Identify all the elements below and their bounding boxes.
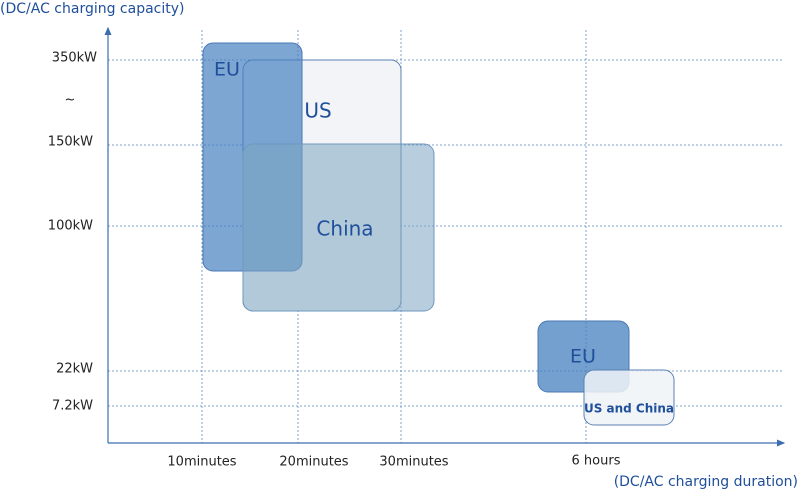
region-label: US and China [584, 402, 674, 416]
y-tick-label: 22kW [56, 362, 93, 377]
region-box [242, 143, 435, 312]
y-tick-label: 100kW [48, 219, 93, 234]
region-label: EU [214, 59, 240, 81]
region-label: US [304, 99, 331, 123]
x-tick-label: 10minutes [167, 455, 236, 470]
y-tick-label: 150kW [48, 135, 93, 150]
x-tick-label: 20minutes [279, 455, 348, 470]
y-tick-label: 350kW [52, 51, 97, 66]
y-tick-label: 7.2kW [52, 399, 93, 414]
region-label: China [316, 217, 373, 241]
region-label: EU [570, 346, 596, 368]
x-tick-label: 30minutes [379, 455, 448, 470]
region-box [583, 369, 675, 426]
y-tick-label: ~ [65, 93, 76, 108]
x-axis-label: (DC/AC charging duration) [614, 474, 798, 490]
x-tick-label: 6 hours [572, 454, 621, 469]
y-axis-label: (DC/AC charging capacity) [0, 1, 185, 17]
